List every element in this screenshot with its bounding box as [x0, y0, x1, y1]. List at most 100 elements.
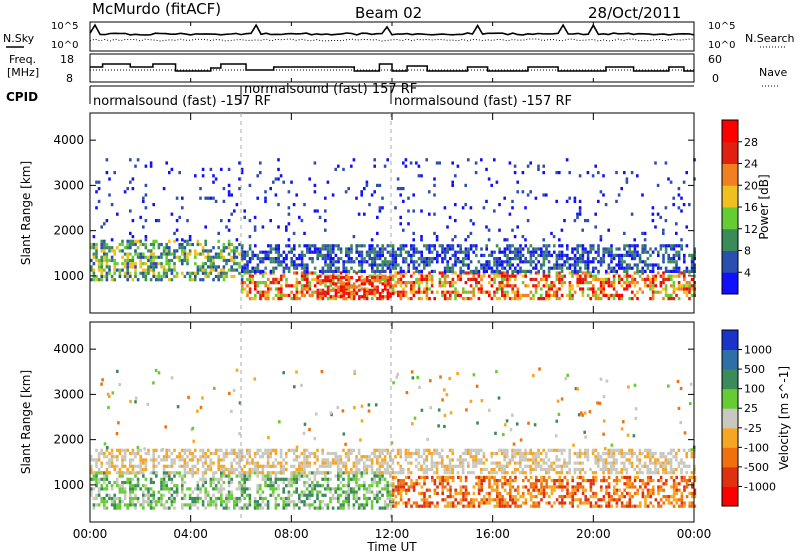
velocity-cell: [97, 451, 101, 456]
velocity-cell: [279, 477, 283, 481]
velocity-cell: [693, 504, 697, 508]
power-cell: [449, 281, 452, 285]
power-cell: [493, 263, 496, 267]
power-cell: [149, 262, 153, 266]
velocity-cell: [602, 498, 606, 502]
velocity-cell: [542, 479, 546, 483]
power-cell: [287, 266, 291, 270]
velocity-cell: [511, 458, 514, 462]
power-cell: [524, 269, 527, 273]
power-cell: [321, 288, 325, 292]
power-cell: [417, 281, 421, 285]
power-cell: [607, 263, 611, 267]
velocity-cell: [381, 451, 384, 456]
velocity-cell: [152, 471, 155, 475]
power-cell: [306, 250, 309, 254]
velocity-cell: [646, 455, 649, 459]
velocity-cell: [149, 477, 153, 481]
power-cell: [612, 274, 616, 278]
power-cell: [243, 209, 246, 213]
power-cell: [248, 277, 252, 281]
velocity-cell: [602, 464, 605, 468]
power-cell: [527, 293, 530, 297]
velocity-cell: [355, 458, 358, 462]
power-cell: [680, 209, 683, 213]
power-cell: [537, 253, 540, 257]
power-cell: [160, 252, 163, 256]
power-cell: [545, 297, 548, 301]
power-cell: [186, 242, 189, 247]
velocity-cell: [292, 500, 296, 504]
power-cell: [594, 212, 597, 216]
power-cell: [259, 250, 262, 254]
velocity-cells: [90, 367, 697, 510]
power-cell: [149, 265, 153, 269]
velocity-cell: [339, 467, 343, 472]
velocity-cell: [537, 501, 541, 505]
power-cell: [402, 228, 405, 232]
velocity-cell: [238, 474, 241, 478]
velocity-cell: [646, 467, 649, 472]
power-cell: [417, 257, 421, 261]
power-cell: [360, 260, 364, 264]
velocity-cell: [506, 461, 509, 465]
velocity-cell: [233, 506, 236, 510]
power-cell: [248, 287, 252, 291]
velocity-cell: [118, 474, 122, 478]
power-cell: [467, 297, 470, 301]
velocity-cell: [313, 455, 317, 459]
power-cell: [501, 260, 504, 264]
velocity-cell: [389, 464, 392, 468]
power-cell: [651, 284, 655, 288]
velocity-cell: [584, 498, 587, 502]
velocity-cell: [425, 464, 428, 468]
power-cell: [462, 250, 465, 254]
velocity-cell: [316, 484, 319, 488]
velocity-cell: [623, 495, 626, 499]
velocity-cell: [334, 458, 337, 462]
power-cell: [402, 293, 405, 297]
power-cell: [376, 257, 379, 261]
power-cell: [181, 206, 184, 210]
velocity-cell: [420, 491, 424, 495]
power-cell: [578, 212, 582, 216]
power-cell: [131, 255, 135, 259]
power-cell: [553, 244, 556, 248]
velocity-cell: [121, 487, 124, 491]
velocity-cell: [438, 475, 442, 479]
power-cell: [175, 271, 179, 275]
power-cell: [324, 219, 327, 223]
power-cell: [602, 250, 605, 254]
velocity-cell: [355, 480, 358, 485]
power-cell: [248, 247, 252, 251]
velocity-cell: [342, 503, 345, 507]
power-cell: [675, 274, 678, 278]
velocity-cell: [602, 475, 606, 479]
velocity-cell: [527, 491, 530, 495]
velocity-cell: [298, 496, 301, 501]
power-cell: [664, 290, 668, 294]
velocity-cell: [272, 493, 275, 497]
velocity-cell: [443, 467, 447, 472]
power-cell: [113, 252, 116, 256]
power-cell: [672, 290, 676, 294]
power-cell: [264, 281, 267, 285]
power-cell: [540, 263, 543, 267]
velocity-cell: [370, 500, 374, 504]
velocity-cell: [131, 458, 135, 462]
power-cell: [235, 268, 239, 272]
power-cell: [241, 253, 244, 257]
velocity-cell: [545, 461, 548, 465]
velocity-cell: [113, 503, 116, 507]
power-cell: [566, 244, 569, 248]
power-cell: [230, 268, 233, 272]
velocity-cell: [92, 487, 96, 491]
power-cell: [347, 260, 351, 264]
power-cell: [677, 253, 681, 257]
power-cell: [241, 266, 244, 270]
velocity-cell: [363, 480, 366, 485]
velocity-cell: [344, 455, 348, 459]
velocity-cell: [300, 500, 304, 504]
velocity-cell: [292, 503, 296, 507]
velocity-cell: [230, 480, 233, 485]
